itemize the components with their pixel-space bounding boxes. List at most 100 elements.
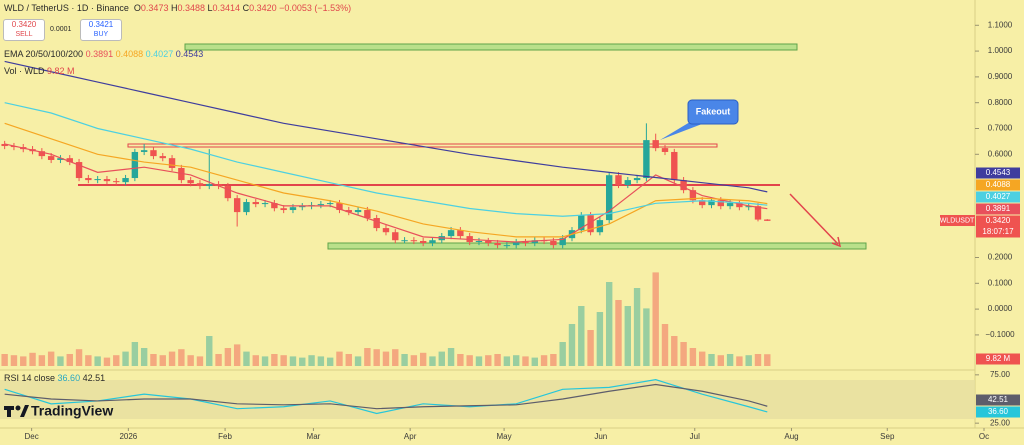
candle-body (643, 140, 650, 179)
ema-line (4, 102, 768, 217)
volume-bar (475, 356, 483, 366)
ema-tag-bg (976, 167, 1020, 179)
volume-bar (661, 324, 669, 366)
candle-body (233, 198, 241, 213)
volume-bar (140, 348, 148, 366)
candle-body (373, 218, 380, 229)
candle-body (47, 156, 55, 160)
volume-bar (178, 349, 185, 366)
volume-bar (168, 351, 176, 366)
candle-body (764, 219, 771, 221)
y-tick-label: −0.1000 (985, 330, 1015, 339)
ema-value: 0.4543 (175, 49, 204, 59)
volume-bar (345, 354, 352, 366)
volume-bar (438, 351, 445, 366)
volume-bar (94, 356, 101, 366)
volume-bar (485, 355, 492, 366)
candle-body (401, 240, 408, 242)
candle-body (680, 180, 687, 191)
ema-tag-bg (976, 203, 1020, 215)
ema-line (4, 122, 768, 238)
volume-bar (131, 342, 139, 366)
volume-bar (206, 336, 213, 366)
ema-tag: 0.4088 (986, 180, 1011, 189)
candle-body (550, 240, 557, 246)
candle-body (661, 148, 669, 152)
candle-body (485, 240, 492, 244)
rsi-name: RSI 14 close (4, 373, 56, 383)
ohlc-key: O (133, 3, 141, 13)
candle-body (271, 203, 278, 209)
x-tick-label: Dec (25, 432, 39, 441)
candle-body (717, 200, 724, 207)
candle-body (317, 204, 325, 206)
candle-body (336, 203, 343, 211)
volume-bar (243, 351, 250, 366)
candle-body (326, 203, 334, 205)
brand-logo (4, 405, 29, 417)
y-tick-label: 25.00 (990, 418, 1011, 427)
volume-bar (317, 356, 325, 366)
candle-body (633, 178, 641, 181)
brand: TradingView (31, 403, 113, 419)
volume-bar (252, 355, 259, 366)
volume-bar (159, 355, 166, 366)
x-tick-label: 2026 (119, 432, 137, 441)
volume-bar (522, 356, 529, 366)
volume-bar (215, 354, 222, 366)
sell-price: 0.3420 (11, 20, 37, 29)
candle-body (382, 228, 390, 233)
candle-body (354, 210, 362, 213)
candle-body (578, 215, 585, 231)
volume-bar (336, 351, 343, 366)
volume-bar (540, 355, 548, 366)
volume-bar (20, 356, 27, 366)
candle-body (754, 206, 762, 220)
volume-bar (680, 342, 687, 366)
sell-label: SELL (15, 31, 33, 38)
volume-bar (503, 356, 511, 366)
ema-tag-bg (976, 191, 1020, 203)
candle-body (38, 151, 46, 157)
candle-body (419, 240, 427, 244)
rsi-tag: 36.60 (988, 407, 1009, 416)
candle-body (494, 243, 501, 246)
candle-body (429, 240, 436, 244)
candle-body (475, 240, 483, 243)
volume-bar (38, 355, 46, 366)
ema-value: 0.4088 (115, 49, 144, 59)
ema-value: 0.3891 (85, 49, 114, 59)
vol-legend: Vol · WLD 9.82 M (4, 66, 75, 76)
sell-button[interactable]: 0.3420 SELL (3, 19, 45, 41)
volume-bar (633, 288, 641, 366)
volume-bar (764, 354, 771, 366)
volume-bar (103, 357, 111, 366)
volume-bar (671, 336, 678, 366)
volume-bar (587, 330, 594, 366)
y-tick-label: 1.1000 (988, 20, 1013, 29)
candle-body (447, 230, 455, 237)
volume-bar (364, 348, 371, 366)
candle-body (726, 203, 734, 207)
ema-tag-bg (976, 179, 1020, 191)
volume-bar (466, 355, 473, 366)
candle-body (206, 184, 213, 187)
annotation: Fakeout (696, 106, 731, 116)
volume-bar (550, 354, 557, 366)
x-tick-label: Oc (979, 432, 989, 441)
candle-body (243, 202, 250, 213)
countdown-tag: 18:07:17 (982, 227, 1014, 236)
volume-bar (559, 342, 566, 366)
spread: 0.0001 (50, 26, 72, 33)
candle-body (503, 245, 511, 247)
candle-body (364, 210, 371, 219)
ohlc-value: 0.3414 (212, 3, 241, 13)
candle-body (1, 143, 8, 147)
change: −0.0053 (−1.53%) (279, 3, 352, 13)
volume-bar (75, 349, 83, 366)
x-tick-label: Jul (690, 432, 700, 441)
candle-body (66, 158, 73, 163)
buy-button[interactable]: 0.3421 BUY (80, 19, 122, 41)
callout (687, 99, 739, 125)
